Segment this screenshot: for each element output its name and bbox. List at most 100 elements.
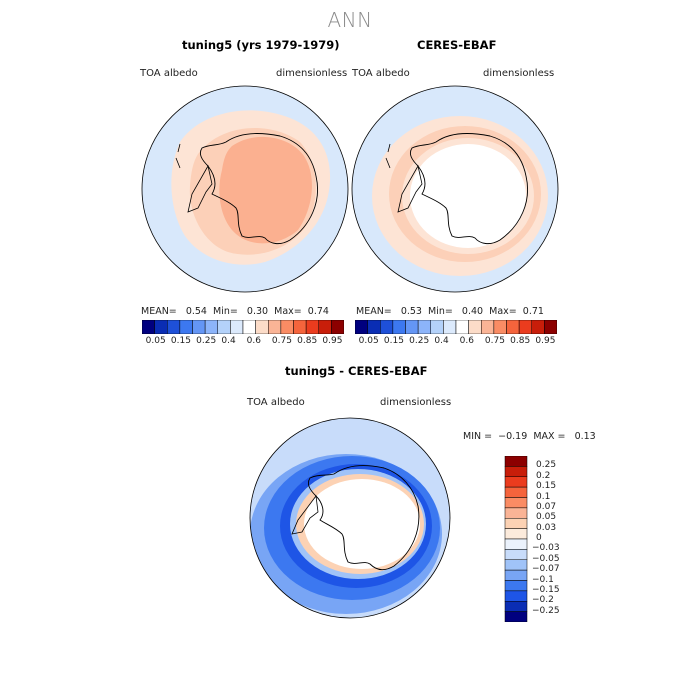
- diff-colorbar-swatch: [504, 538, 528, 550]
- panel2-max-value: 0.71: [522, 306, 544, 317]
- colorbar-swatch: [242, 320, 256, 334]
- panel1-colorbar: [142, 320, 344, 334]
- diff-colorbar-swatch: [504, 580, 528, 592]
- colorbar-swatch: [544, 320, 557, 334]
- diff-colorbar-swatch: [504, 507, 528, 519]
- colorbar-swatch: [179, 320, 193, 334]
- colorbar-swatch: [318, 320, 332, 334]
- colorbar-swatch: [355, 320, 368, 334]
- panel1-frame: [141, 85, 349, 293]
- figure-title: ANN: [327, 8, 373, 32]
- panel1-max-value: 0.74: [307, 306, 329, 317]
- colorbar-swatch: [204, 320, 218, 334]
- panel3-peninsula: [291, 494, 319, 535]
- diff-colorbar-swatch: [504, 569, 528, 581]
- panel2-colorbar-ticks: 0.05 0.15 0.25 0.4 0.6 0.75 0.85 0.95: [355, 336, 557, 348]
- diff-colorbar-swatch: [504, 590, 528, 602]
- panel1-mean-value: 0.54: [185, 306, 207, 317]
- colorbar-tick-label: 0.6: [459, 336, 474, 346]
- panel1-mean-label: MEAN=: [141, 306, 177, 317]
- colorbar-swatch: [268, 320, 282, 334]
- diff-colorbar-label: −0.03: [532, 543, 560, 554]
- panel3-title: tuning5 - CERES-EBAF: [285, 364, 428, 378]
- colorbar-swatch: [493, 320, 507, 334]
- panel1-min-label: Min=: [213, 306, 238, 317]
- panel1-title: tuning5 (yrs 1979-1979): [182, 38, 340, 52]
- panel3-coastline: [307, 465, 420, 571]
- diff-colorbar-label: −0.2: [532, 595, 554, 606]
- colorbar-swatch: [405, 320, 419, 334]
- panel1-units: dimensionless: [276, 68, 348, 79]
- colorbar-tick-label: 0.6: [246, 336, 261, 346]
- diff-colorbar-swatch: [504, 549, 528, 560]
- panel2-southamerica-tip: [385, 143, 391, 169]
- colorbar-swatch: [443, 320, 457, 334]
- diff-colorbar-swatch: [504, 466, 528, 477]
- diff-colorbar-label: −0.07: [532, 564, 560, 575]
- panel2-max-label: Max=: [489, 306, 517, 317]
- panel2-map: [351, 85, 559, 293]
- panel1-antarctic-field: [219, 136, 312, 244]
- panel3-map: [249, 417, 451, 619]
- colorbar-swatch: [518, 320, 532, 334]
- panel2-min-label: Min=: [428, 306, 453, 317]
- diff-colorbar-label: 0.25: [536, 460, 557, 471]
- panel1-map: [141, 85, 349, 293]
- colorbar-swatch: [380, 320, 394, 334]
- panel3-min-value: −0.19: [498, 431, 528, 442]
- colorbar-swatch: [280, 320, 294, 334]
- panel2-variable: TOA albedo: [352, 68, 410, 79]
- colorbar-swatch: [468, 320, 482, 334]
- colorbar-tick-label: 0.95: [322, 336, 343, 346]
- colorbar-tick-label: 0.4: [221, 336, 236, 346]
- panel2-coastline: [409, 133, 528, 245]
- diff-colorbar-swatch: [504, 559, 528, 571]
- panel3-variable: TOA albedo: [247, 397, 305, 408]
- diff-colorbar: [504, 456, 528, 622]
- colorbar-swatch: [192, 320, 206, 334]
- panel2-stats: MEAN= 0.53 Min= 0.40 Max= 0.71: [356, 306, 544, 317]
- colorbar-swatch: [167, 320, 181, 334]
- panel3-max-label: MAX =: [533, 431, 566, 442]
- colorbar-swatch: [305, 320, 319, 334]
- panel2-colorbar: [355, 320, 557, 334]
- colorbar-swatch: [506, 320, 520, 334]
- diff-colorbar-swatch: [504, 497, 528, 509]
- diff-colorbar-swatch: [504, 486, 528, 498]
- diff-colorbar-label: 0.03: [536, 522, 557, 533]
- diff-colorbar-swatch: [504, 476, 528, 488]
- diff-colorbar-label: 0.2: [536, 470, 551, 481]
- panel3-stats: MIN = −0.19 MAX = 0.13: [463, 431, 596, 442]
- diff-colorbar-swatch: [504, 528, 528, 540]
- panel1-variable: TOA albedo: [140, 68, 198, 79]
- colorbar-tick-label: 0.25: [196, 336, 217, 346]
- panel2-missing-data: [410, 144, 526, 248]
- panel2-frame: [351, 85, 559, 293]
- panel3-masked-area: [304, 479, 420, 569]
- colorbar-tick-label: 0.25: [409, 336, 430, 346]
- diff-colorbar-label: −0.1: [532, 574, 554, 585]
- panel1-coastline: [199, 133, 318, 245]
- colorbar-swatch: [154, 320, 168, 334]
- colorbar-tick-label: 0.4: [434, 336, 449, 346]
- diff-colorbar-swatch: [504, 518, 528, 529]
- diff-colorbar-labels: 0.25 0.2 0.15 0.1 0.07 0.05 0.03 0 −0.03 −0.05 −0.…: [532, 456, 592, 622]
- colorbar-swatch: [217, 320, 231, 334]
- panel1-peninsula: [187, 164, 213, 213]
- diff-colorbar-label: −0.05: [532, 553, 560, 564]
- diff-colorbar-label: 0.05: [536, 512, 557, 523]
- diff-colorbar-swatch: [504, 601, 528, 612]
- colorbar-tick-label: 0.95: [535, 336, 556, 346]
- colorbar-swatch: [255, 320, 269, 334]
- diff-colorbar-label: 0.07: [536, 501, 557, 512]
- panel3-units: dimensionless: [380, 397, 452, 408]
- colorbar-tick-label: 0.75: [484, 336, 505, 346]
- colorbar-swatch: [430, 320, 444, 334]
- colorbar-tick-label: 0.05: [358, 336, 379, 346]
- panel2-min-value: 0.40: [461, 306, 484, 317]
- diff-colorbar-swatch: [504, 456, 528, 467]
- panel1-min-value: 0.30: [246, 306, 269, 317]
- diff-colorbar-label: 0: [536, 533, 542, 543]
- colorbar-swatch: [331, 320, 344, 334]
- panel3-max-value: 0.13: [574, 431, 596, 442]
